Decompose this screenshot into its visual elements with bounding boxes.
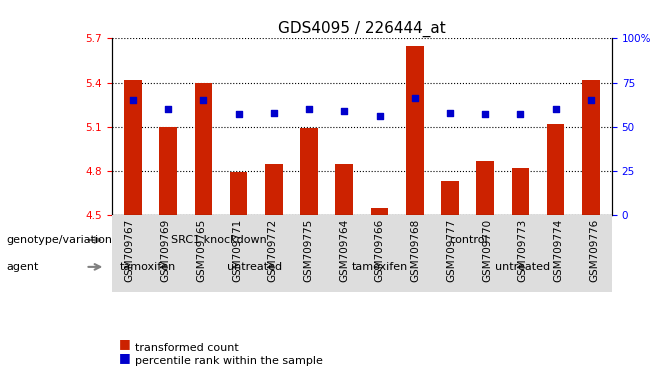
Point [374,113,385,119]
Text: untreated: untreated [227,262,282,272]
Text: ■: ■ [118,338,130,351]
Bar [406,46,424,215]
Bar [300,128,318,215]
Text: GSM709775: GSM709775 [303,219,313,282]
Title: GDS4095 / 226444_at: GDS4095 / 226444_at [278,21,445,37]
Bar [124,79,141,215]
Bar [336,164,353,215]
Bar [476,161,494,215]
Text: untreated: untreated [495,262,550,272]
Text: GSM709774: GSM709774 [553,219,563,282]
Point [586,97,596,103]
Point [128,97,138,103]
Text: GSM709776: GSM709776 [589,219,599,282]
Point [409,95,420,101]
Point [445,109,455,116]
Bar [230,172,247,215]
Bar [582,79,599,215]
Text: GSM709777: GSM709777 [446,219,456,282]
Text: GSM709773: GSM709773 [518,219,528,282]
Text: genotype/variation: genotype/variation [7,235,113,245]
Bar [195,83,213,215]
Bar [441,181,459,215]
Point [163,106,174,112]
Text: agent: agent [7,262,39,272]
Text: SRC1 knockdown: SRC1 knockdown [171,235,267,245]
Bar [159,127,177,215]
Point [268,109,279,116]
Bar [547,124,565,215]
Text: tamoxifen: tamoxifen [120,262,176,272]
Text: transformed count: transformed count [135,343,239,353]
Text: GSM709771: GSM709771 [232,219,242,282]
Point [480,111,490,118]
Text: GSM709767: GSM709767 [125,219,135,282]
Text: ■: ■ [118,351,130,364]
Bar [511,168,529,215]
Point [515,111,526,118]
Bar [265,164,283,215]
Point [234,111,244,118]
Text: control: control [450,235,488,245]
Text: GSM709765: GSM709765 [196,219,206,282]
Text: GSM709766: GSM709766 [375,219,385,282]
Text: tamoxifen: tamoxifen [351,262,408,272]
Point [304,106,315,112]
Text: GSM709772: GSM709772 [268,219,278,282]
Point [198,97,209,103]
Text: GSM709770: GSM709770 [482,219,492,282]
Point [339,108,349,114]
Text: percentile rank within the sample: percentile rank within the sample [135,356,323,366]
Text: GSM709764: GSM709764 [339,219,349,282]
Text: GSM709769: GSM709769 [161,219,170,282]
Text: GSM709768: GSM709768 [411,219,420,282]
Bar [370,208,388,215]
Point [550,106,561,112]
